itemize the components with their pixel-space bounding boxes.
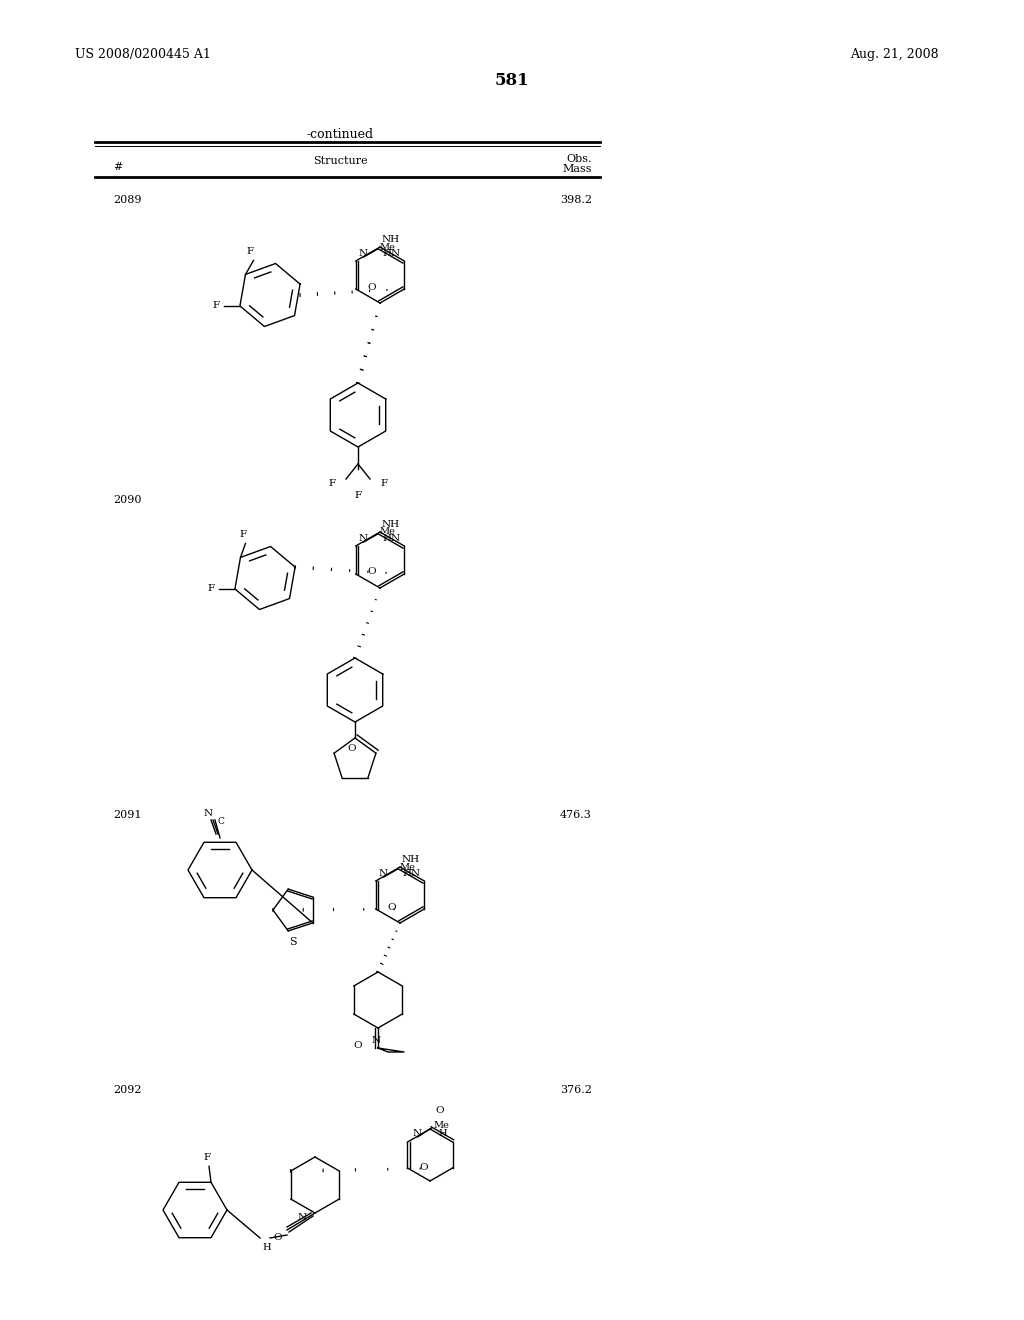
- Text: 398.2: 398.2: [560, 195, 592, 205]
- Text: O: O: [420, 1163, 428, 1172]
- Text: 2090: 2090: [113, 495, 141, 506]
- Text: F: F: [329, 479, 336, 488]
- Text: Me: Me: [380, 243, 395, 252]
- Text: HN: HN: [382, 249, 400, 257]
- Text: -continued: -continued: [306, 128, 374, 141]
- Text: F: F: [204, 1154, 211, 1163]
- Text: F: F: [240, 531, 247, 540]
- Text: F: F: [213, 301, 220, 310]
- Text: HN: HN: [382, 535, 400, 543]
- Text: 581: 581: [495, 73, 529, 88]
- Text: H: H: [263, 1243, 271, 1251]
- Text: O: O: [353, 1041, 362, 1051]
- Text: N: N: [358, 535, 368, 543]
- Text: Mass: Mass: [562, 164, 592, 174]
- Text: 2089: 2089: [113, 195, 141, 205]
- Text: 376.2: 376.2: [560, 1085, 592, 1096]
- Text: N: N: [358, 249, 368, 257]
- Text: H: H: [439, 1130, 447, 1138]
- Text: O: O: [435, 1106, 443, 1115]
- Text: Obs.: Obs.: [566, 154, 592, 164]
- Text: S: S: [289, 937, 297, 946]
- Text: Aug. 21, 2008: Aug. 21, 2008: [850, 48, 939, 61]
- Text: Structure: Structure: [312, 156, 368, 166]
- Text: C: C: [218, 817, 225, 826]
- Text: F: F: [208, 585, 215, 594]
- Text: N: N: [413, 1130, 422, 1138]
- Text: Me: Me: [380, 528, 395, 536]
- Text: O: O: [368, 568, 377, 577]
- Text: O: O: [368, 282, 377, 292]
- Text: US 2008/0200445 A1: US 2008/0200445 A1: [75, 48, 211, 61]
- Text: F: F: [247, 247, 254, 256]
- Text: O: O: [347, 743, 356, 752]
- Text: O: O: [388, 903, 396, 912]
- Text: 2092: 2092: [113, 1085, 141, 1096]
- Text: N: N: [372, 1036, 381, 1045]
- Text: NH: NH: [402, 855, 420, 865]
- Text: N: N: [204, 809, 213, 818]
- Text: Me: Me: [399, 862, 416, 871]
- Text: F: F: [380, 479, 387, 488]
- Text: NH: NH: [382, 520, 400, 529]
- Text: O: O: [273, 1233, 282, 1242]
- Text: #: #: [113, 162, 123, 172]
- Text: Me: Me: [433, 1122, 450, 1130]
- Text: F: F: [354, 491, 361, 500]
- Text: 2091: 2091: [113, 810, 141, 820]
- Text: N: N: [379, 869, 388, 878]
- Text: NH: NH: [382, 235, 400, 244]
- Text: N: N: [298, 1213, 307, 1221]
- Text: HN: HN: [402, 869, 420, 878]
- Text: 476.3: 476.3: [560, 810, 592, 820]
